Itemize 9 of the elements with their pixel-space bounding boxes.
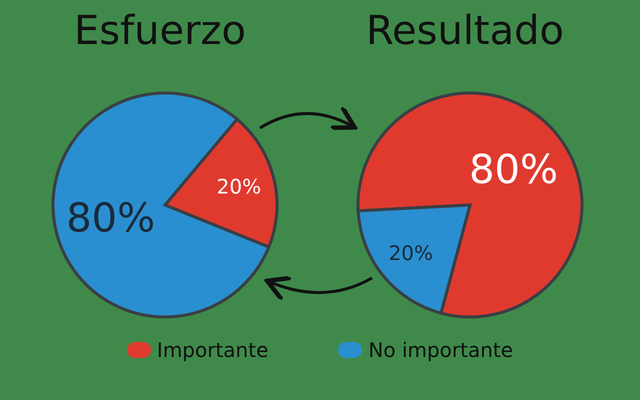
legend-label: Importante: [156, 338, 268, 362]
data-label: 80%: [469, 146, 558, 193]
data-label: 20%: [388, 240, 434, 265]
chart-title: Resultado: [365, 8, 565, 54]
pie-slice: [356, 92, 584, 318]
data-label: 80%: [66, 196, 156, 242]
chart-title: Esfuerzo: [72, 8, 248, 54]
legend-label: No importante: [368, 338, 514, 362]
data-label: 20%: [216, 174, 262, 199]
